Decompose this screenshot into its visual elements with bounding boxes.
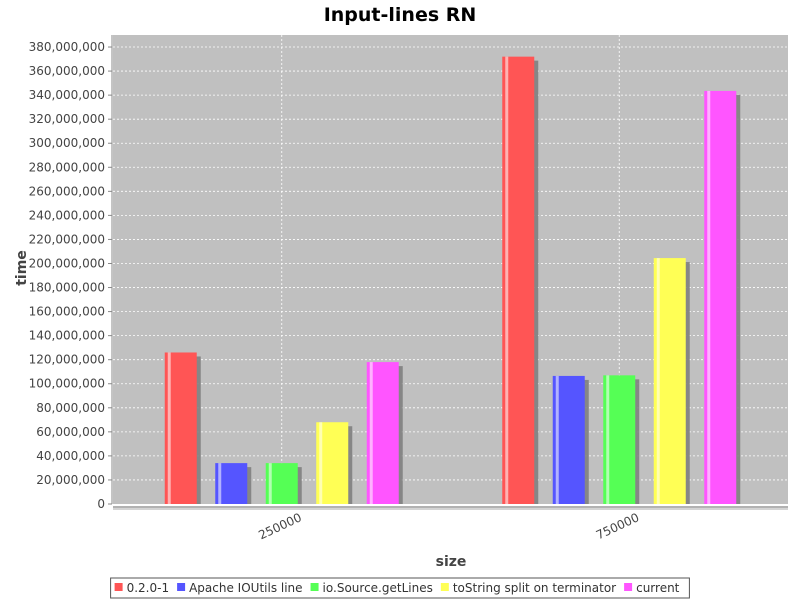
x-axis: 250000 750000	[113, 506, 788, 542]
y-tick-label: 80,000,000	[36, 401, 105, 415]
bar-highlight	[656, 258, 660, 504]
bar-highlight	[369, 362, 373, 504]
bar-current-750000	[704, 90, 741, 505]
bar-highlight	[606, 375, 610, 504]
bar-highlight	[268, 463, 272, 504]
y-axis-title: time	[14, 250, 30, 286]
y-tick-label: 340,000,000	[29, 88, 105, 102]
legend-label: 0.2.0-1	[127, 581, 170, 595]
y-tick-label: 300,000,000	[29, 136, 105, 150]
y-tick-label: 260,000,000	[29, 184, 105, 198]
y-tick-label: 0	[97, 497, 105, 511]
y-tick-label: 120,000,000	[29, 353, 105, 367]
bar-highlight	[555, 375, 559, 504]
bar-highlight	[167, 352, 171, 504]
y-tick-label: 100,000,000	[29, 377, 105, 391]
y-tick-label: 160,000,000	[29, 305, 105, 319]
legend-label: current	[636, 581, 680, 595]
bar-io-source-getlines-750000	[603, 375, 640, 504]
bar-tostring-split-on-terminator-750000	[653, 258, 690, 504]
bars	[164, 56, 741, 505]
x-axis-title: size	[436, 554, 467, 570]
bar-apache-ioutils-line-750000	[552, 375, 589, 504]
y-tick-label: 200,000,000	[29, 256, 105, 270]
legend-item: toString split on terminator	[440, 581, 616, 595]
x-tick-label: 250000	[256, 510, 303, 542]
y-tick-label: 240,000,000	[29, 208, 105, 222]
y-tick-label: 280,000,000	[29, 160, 105, 174]
grid-lines	[113, 35, 788, 504]
y-tick-label: 60,000,000	[36, 425, 105, 439]
legend-swatch	[440, 583, 449, 591]
y-tick-label: 40,000,000	[36, 449, 105, 463]
y-tick-label: 220,000,000	[29, 232, 105, 246]
legend-label: toString split on terminator	[453, 581, 616, 595]
y-tick-label: 380,000,000	[29, 40, 105, 54]
legend-label: Apache IOUtils line	[189, 581, 302, 595]
legend-label: io.Source.getLines	[323, 581, 433, 595]
bar-highlight	[707, 90, 711, 505]
legend-item: Apache IOUtils line	[177, 581, 303, 595]
y-tick-label: 20,000,000	[36, 473, 105, 487]
chart-title: Input-lines RN	[324, 4, 477, 26]
y-tick-label: 140,000,000	[29, 329, 105, 343]
legend-swatch	[624, 583, 633, 591]
legend-item: 0.2.0-1	[114, 581, 170, 595]
legend-swatch	[177, 583, 186, 591]
legend-item: io.Source.getLines	[310, 581, 433, 595]
bar-0-2-0-1-250000	[164, 352, 201, 504]
bar-highlight	[319, 422, 323, 504]
bar-highlight	[218, 463, 222, 504]
y-tick-label: 360,000,000	[29, 64, 105, 78]
bar-current-250000	[366, 362, 403, 504]
bar-highlight	[505, 56, 509, 505]
y-tick-label: 320,000,000	[29, 112, 105, 126]
legend-swatch	[310, 583, 319, 591]
legend: 0.2.0-1 Apache IOUtils line io.Source.getL…	[110, 577, 690, 599]
bar-0-2-0-1-750000	[502, 56, 539, 505]
bar-io-source-getlines-250000	[265, 463, 302, 504]
x-tick-label: 750000	[594, 510, 641, 542]
legend-box	[110, 577, 690, 599]
bar-tostring-split-on-terminator-250000	[316, 422, 353, 504]
legend-item: current	[624, 581, 680, 595]
legend-swatch	[114, 583, 123, 591]
bar-apache-ioutils-line-250000	[215, 463, 252, 504]
y-axis: 0 20,000,000 40,000,000 60,000,000 80,000,00…	[29, 35, 113, 511]
y-tick-label: 180,000,000	[29, 281, 105, 295]
